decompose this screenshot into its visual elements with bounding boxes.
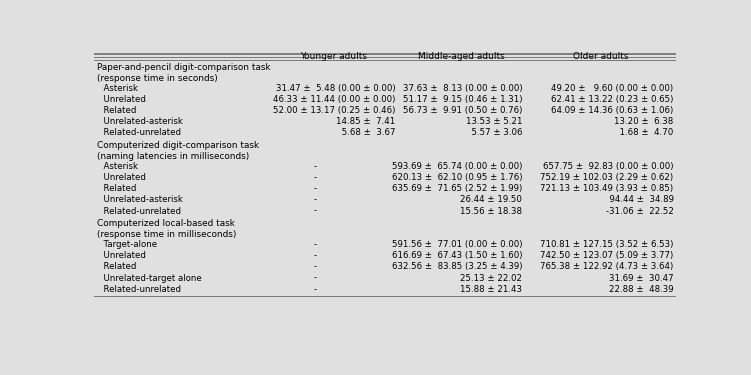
- Text: 616.69 ±  67.43 (1.50 ± 1.60): 616.69 ± 67.43 (1.50 ± 1.60): [392, 251, 522, 260]
- Text: 752.19 ± 102.03 (2.29 ± 0.62): 752.19 ± 102.03 (2.29 ± 0.62): [541, 173, 674, 182]
- Text: -: -: [314, 251, 317, 260]
- Text: Target-alone: Target-alone: [98, 240, 157, 249]
- Text: 31.47 ±  5.48 (0.00 ± 0.00): 31.47 ± 5.48 (0.00 ± 0.00): [276, 84, 395, 93]
- Text: Paper-and-pencil digit-comparison task: Paper-and-pencil digit-comparison task: [98, 63, 271, 72]
- Text: 31.69 ±  30.47: 31.69 ± 30.47: [609, 273, 674, 282]
- Text: 5.57 ± 3.06: 5.57 ± 3.06: [466, 129, 522, 138]
- Text: Asterisk: Asterisk: [98, 162, 138, 171]
- Text: Unrelated-asterisk: Unrelated-asterisk: [98, 117, 182, 126]
- Text: 22.88 ±  48.39: 22.88 ± 48.39: [609, 285, 674, 294]
- Text: -: -: [314, 262, 317, 272]
- Text: -: -: [314, 285, 317, 294]
- Text: 49.20 ±   9.60 (0.00 ± 0.00): 49.20 ± 9.60 (0.00 ± 0.00): [551, 84, 674, 93]
- Text: Computerized digit-comparison task: Computerized digit-comparison task: [98, 141, 260, 150]
- Text: Related: Related: [98, 262, 137, 272]
- Text: -: -: [314, 207, 317, 216]
- Text: 635.69 ±  71.65 (2.52 ± 1.99): 635.69 ± 71.65 (2.52 ± 1.99): [392, 184, 522, 194]
- Text: Older adults: Older adults: [573, 52, 629, 61]
- Text: 15.56 ± 18.38: 15.56 ± 18.38: [460, 207, 522, 216]
- Text: 46.33 ± 11.44 (0.00 ± 0.00): 46.33 ± 11.44 (0.00 ± 0.00): [273, 95, 395, 104]
- Text: Related: Related: [98, 184, 137, 194]
- Text: Unrelated-asterisk: Unrelated-asterisk: [98, 195, 182, 204]
- Text: (naming latencies in milliseconds): (naming latencies in milliseconds): [98, 152, 249, 161]
- Text: Computerized local-based task: Computerized local-based task: [98, 219, 235, 228]
- Text: 742.50 ± 123.07 (5.09 ± 3.77): 742.50 ± 123.07 (5.09 ± 3.77): [540, 251, 674, 260]
- Text: 1.68 ±  4.70: 1.68 ± 4.70: [614, 129, 674, 138]
- Text: 765.38 ± 122.92 (4.73 ± 3.64): 765.38 ± 122.92 (4.73 ± 3.64): [540, 262, 674, 272]
- Text: (response time in seconds): (response time in seconds): [98, 74, 218, 83]
- Text: Asterisk: Asterisk: [98, 84, 138, 93]
- Text: 62.41 ± 13.22 (0.23 ± 0.65): 62.41 ± 13.22 (0.23 ± 0.65): [551, 95, 674, 104]
- Text: 37.63 ±  8.13 (0.00 ± 0.00): 37.63 ± 8.13 (0.00 ± 0.00): [403, 84, 522, 93]
- Text: Unrelated: Unrelated: [98, 173, 146, 182]
- Text: -: -: [314, 273, 317, 282]
- Text: 657.75 ±  92.83 (0.00 ± 0.00): 657.75 ± 92.83 (0.00 ± 0.00): [543, 162, 674, 171]
- Text: Middle-aged adults: Middle-aged adults: [418, 52, 505, 61]
- Text: -: -: [314, 240, 317, 249]
- Text: 632.56 ±  83.85 (3.25 ± 4.39): 632.56 ± 83.85 (3.25 ± 4.39): [392, 262, 522, 272]
- Text: 64.09 ± 14.36 (0.63 ± 1.06): 64.09 ± 14.36 (0.63 ± 1.06): [551, 106, 674, 115]
- Text: 5.68 ±  3.67: 5.68 ± 3.67: [339, 129, 395, 138]
- Text: Related: Related: [98, 106, 137, 115]
- Text: 710.81 ± 127.15 (3.52 ± 6.53): 710.81 ± 127.15 (3.52 ± 6.53): [540, 240, 674, 249]
- Text: 15.88 ± 21.43: 15.88 ± 21.43: [460, 285, 522, 294]
- Text: 52.00 ± 13.17 (0.25 ± 0.46): 52.00 ± 13.17 (0.25 ± 0.46): [273, 106, 395, 115]
- Text: 13.20 ±  6.38: 13.20 ± 6.38: [614, 117, 674, 126]
- Text: 94.44 ±  34.89: 94.44 ± 34.89: [604, 195, 674, 204]
- Text: 591.56 ±  77.01 (0.00 ± 0.00): 591.56 ± 77.01 (0.00 ± 0.00): [392, 240, 522, 249]
- Text: Related-unrelated: Related-unrelated: [98, 207, 181, 216]
- Text: 13.53 ± 5.21: 13.53 ± 5.21: [466, 117, 522, 126]
- Text: Unrelated: Unrelated: [98, 251, 146, 260]
- Text: -: -: [314, 195, 317, 204]
- Text: Related-unrelated: Related-unrelated: [98, 285, 181, 294]
- Text: 721.13 ± 103.49 (3.93 ± 0.85): 721.13 ± 103.49 (3.93 ± 0.85): [541, 184, 674, 194]
- Text: 25.13 ± 22.02: 25.13 ± 22.02: [460, 273, 522, 282]
- Text: Related-unrelated: Related-unrelated: [98, 129, 181, 138]
- Text: -: -: [314, 173, 317, 182]
- Text: Unrelated: Unrelated: [98, 95, 146, 104]
- Text: -: -: [314, 162, 317, 171]
- Text: 26.44 ± 19.50: 26.44 ± 19.50: [460, 195, 522, 204]
- Text: Younger adults: Younger adults: [300, 52, 366, 61]
- Text: (response time in milliseconds): (response time in milliseconds): [98, 230, 237, 239]
- Text: 51.17 ±  9.15 (0.46 ± 1.31): 51.17 ± 9.15 (0.46 ± 1.31): [403, 95, 522, 104]
- Text: 14.85 ±  7.41: 14.85 ± 7.41: [336, 117, 395, 126]
- Text: 56.73 ±  9.91 (0.50 ± 0.76): 56.73 ± 9.91 (0.50 ± 0.76): [403, 106, 522, 115]
- Text: 593.69 ±  65.74 (0.00 ± 0.00): 593.69 ± 65.74 (0.00 ± 0.00): [392, 162, 522, 171]
- Text: 620.13 ±  62.10 (0.95 ± 1.76): 620.13 ± 62.10 (0.95 ± 1.76): [392, 173, 522, 182]
- Text: -: -: [314, 184, 317, 194]
- Text: Unrelated-target alone: Unrelated-target alone: [98, 273, 202, 282]
- Text: -31.06 ±  22.52: -31.06 ± 22.52: [606, 207, 674, 216]
